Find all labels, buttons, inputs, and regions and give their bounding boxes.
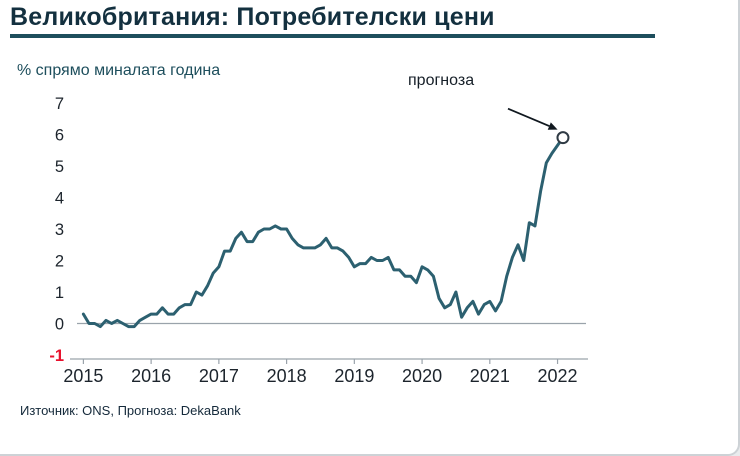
forecast-annotation-label: прогноза: [408, 72, 475, 89]
x-tick-label: 2020: [402, 366, 442, 386]
title-underline-rule: [10, 34, 655, 38]
y-tick-label: 2: [55, 253, 64, 271]
x-tick-label: 2022: [538, 366, 578, 386]
source-note: Източник: ONS, Прогноза: DekaBank: [20, 403, 241, 418]
y-tick-label: 0: [55, 316, 64, 334]
y-tick-label: 7: [55, 95, 64, 113]
y-axis-unit-label: % спрямо миналата година: [17, 62, 221, 79]
y-tick-label: 4: [55, 190, 64, 208]
y-tick-label: -1: [49, 347, 64, 365]
cpi-line: [81, 136, 565, 329]
y-tick-label: 3: [55, 221, 64, 239]
y-tick-label: 5: [55, 158, 64, 176]
x-tick-label: 2021: [470, 366, 510, 386]
y-tick-label: 1: [55, 284, 64, 302]
page-title: Великобритания: Потребителски цени: [10, 3, 495, 31]
forecast-arrow-line: [507, 107, 550, 127]
x-tick-label: 2016: [131, 366, 171, 386]
forecast-marker: [556, 131, 570, 145]
x-tick-label: 2015: [63, 366, 103, 386]
forecast-arrow-head: [547, 122, 558, 130]
x-tick-label: 2017: [199, 366, 239, 386]
x-tick-label: 2019: [334, 366, 374, 386]
y-tick-label: 6: [55, 127, 64, 145]
x-tick-label: 2018: [267, 366, 307, 386]
